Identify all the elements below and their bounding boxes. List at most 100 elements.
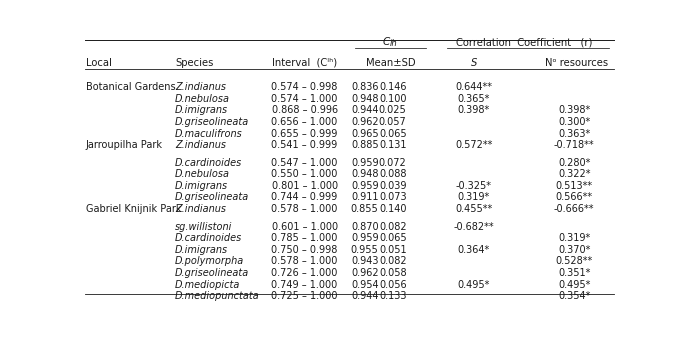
Text: Correlation  Coefficient   (r): Correlation Coefficient (r) xyxy=(456,37,592,47)
Text: D.cardinoides: D.cardinoides xyxy=(175,233,242,243)
Text: 0.749 – 1.000: 0.749 – 1.000 xyxy=(271,280,338,289)
Text: D.griseolineata: D.griseolineata xyxy=(175,192,250,202)
Text: 0.578 – 1.000: 0.578 – 1.000 xyxy=(271,204,338,214)
Text: 0.959: 0.959 xyxy=(351,158,379,168)
Text: 0.574 – 1.000: 0.574 – 1.000 xyxy=(271,94,338,104)
Text: Interval  (Cᴵʰ): Interval (Cᴵʰ) xyxy=(272,58,337,68)
Text: 0.948: 0.948 xyxy=(351,94,379,104)
Text: 0.146: 0.146 xyxy=(379,82,406,92)
Text: 0.744 – 0.999: 0.744 – 0.999 xyxy=(271,192,338,202)
Text: 0.065: 0.065 xyxy=(379,129,406,139)
Text: 0.868 – 0.996: 0.868 – 0.996 xyxy=(271,105,338,115)
Text: 0.039: 0.039 xyxy=(379,181,406,191)
Text: 0.566**: 0.566** xyxy=(556,192,593,202)
Text: 0.363*: 0.363* xyxy=(558,129,591,139)
Text: 0.056: 0.056 xyxy=(379,280,406,289)
Text: 0.965: 0.965 xyxy=(351,129,379,139)
Text: 0.058: 0.058 xyxy=(379,268,406,278)
Text: 0.025: 0.025 xyxy=(379,105,406,115)
Text: 0.885: 0.885 xyxy=(351,140,379,150)
Text: ih: ih xyxy=(389,39,398,48)
Text: D.mediopicta: D.mediopicta xyxy=(175,280,241,289)
Text: 0.725 – 1.000: 0.725 – 1.000 xyxy=(271,291,338,301)
Text: D.griseolineata: D.griseolineata xyxy=(175,117,250,127)
Text: D.imigrans: D.imigrans xyxy=(175,181,228,191)
Text: -0.325*: -0.325* xyxy=(456,181,492,191)
Text: -0.682**: -0.682** xyxy=(454,222,494,232)
Text: 0.455**: 0.455** xyxy=(455,204,492,214)
Text: 0.601 – 1.000: 0.601 – 1.000 xyxy=(271,222,338,232)
Text: 0.082: 0.082 xyxy=(379,257,406,267)
Text: 0.855: 0.855 xyxy=(351,204,379,214)
Text: 0.140: 0.140 xyxy=(379,204,406,214)
Text: 0.726 – 1.000: 0.726 – 1.000 xyxy=(271,268,338,278)
Text: 0.655 – 0.999: 0.655 – 0.999 xyxy=(271,129,338,139)
Text: 0.541 – 0.999: 0.541 – 0.999 xyxy=(271,140,338,150)
Text: 0.073: 0.073 xyxy=(379,192,406,202)
Text: Z.indianus: Z.indianus xyxy=(175,204,226,214)
Text: 0.785 – 1.000: 0.785 – 1.000 xyxy=(271,233,338,243)
Text: 0.354*: 0.354* xyxy=(558,291,591,301)
Text: Jarroupilha Park: Jarroupilha Park xyxy=(86,140,163,150)
Text: Z.indianus: Z.indianus xyxy=(175,82,226,92)
Text: D.polymorpha: D.polymorpha xyxy=(175,257,244,267)
Text: 0.948: 0.948 xyxy=(351,169,379,179)
Text: 0.836: 0.836 xyxy=(351,82,379,92)
Text: 0.398*: 0.398* xyxy=(558,105,591,115)
Text: 0.750 – 0.998: 0.750 – 0.998 xyxy=(271,245,338,255)
Text: 0.943: 0.943 xyxy=(351,257,379,267)
Text: 0.962: 0.962 xyxy=(351,268,379,278)
Text: 0.082: 0.082 xyxy=(379,222,406,232)
Text: 0.962: 0.962 xyxy=(351,117,379,127)
Text: 0.051: 0.051 xyxy=(379,245,406,255)
Text: sg.willistoni: sg.willistoni xyxy=(175,222,233,232)
Text: D.nebulosa: D.nebulosa xyxy=(175,94,230,104)
Text: 0.364*: 0.364* xyxy=(458,245,490,255)
Text: 0.322*: 0.322* xyxy=(558,169,591,179)
Text: -0.666**: -0.666** xyxy=(554,204,595,214)
Text: 0.065: 0.065 xyxy=(379,233,406,243)
Text: Gabriel Knijnik Park: Gabriel Knijnik Park xyxy=(86,204,181,214)
Text: 0.300*: 0.300* xyxy=(558,117,591,127)
Text: Species: Species xyxy=(175,58,213,68)
Text: 0.574 – 0.998: 0.574 – 0.998 xyxy=(271,82,338,92)
Text: 0.398*: 0.398* xyxy=(458,105,490,115)
Text: 0.495*: 0.495* xyxy=(558,280,591,289)
Text: 0.911: 0.911 xyxy=(351,192,379,202)
Text: 0.870: 0.870 xyxy=(351,222,379,232)
Text: 0.955: 0.955 xyxy=(351,245,379,255)
Text: 0.495*: 0.495* xyxy=(458,280,490,289)
Text: S: S xyxy=(471,58,477,68)
Text: 0.072: 0.072 xyxy=(379,158,406,168)
Text: D.imigrans: D.imigrans xyxy=(175,105,228,115)
Text: D.griseolineata: D.griseolineata xyxy=(175,268,250,278)
Text: D.maculifrons: D.maculifrons xyxy=(175,129,243,139)
Text: 0.319*: 0.319* xyxy=(458,192,490,202)
Text: C: C xyxy=(383,37,389,47)
Text: 0.547 – 1.000: 0.547 – 1.000 xyxy=(271,158,338,168)
Text: 0.572**: 0.572** xyxy=(455,140,492,150)
Text: 0.578 – 1.000: 0.578 – 1.000 xyxy=(271,257,338,267)
Text: D.mediopunctata: D.mediopunctata xyxy=(175,291,260,301)
Text: 0.088: 0.088 xyxy=(379,169,406,179)
Text: 0.644**: 0.644** xyxy=(455,82,492,92)
Text: -0.718**: -0.718** xyxy=(554,140,595,150)
Text: 0.528**: 0.528** xyxy=(556,257,593,267)
Text: Z.indianus: Z.indianus xyxy=(175,140,226,150)
Text: 0.100: 0.100 xyxy=(379,94,406,104)
Text: D.nebulosa: D.nebulosa xyxy=(175,169,230,179)
Text: 0.954: 0.954 xyxy=(351,280,379,289)
Text: 0.131: 0.131 xyxy=(379,140,406,150)
Text: 0.944: 0.944 xyxy=(351,291,379,301)
Text: 0.133: 0.133 xyxy=(379,291,406,301)
Text: D.imigrans: D.imigrans xyxy=(175,245,228,255)
Text: 0.656 – 1.000: 0.656 – 1.000 xyxy=(271,117,338,127)
Text: Botanical Gardens: Botanical Gardens xyxy=(86,82,175,92)
Text: Local: Local xyxy=(86,58,112,68)
Text: 0.370*: 0.370* xyxy=(558,245,591,255)
Text: Nᵒ resources: Nᵒ resources xyxy=(545,58,608,68)
Text: 0.513**: 0.513** xyxy=(556,181,593,191)
Text: 0.057: 0.057 xyxy=(379,117,406,127)
Text: D.cardinoides: D.cardinoides xyxy=(175,158,242,168)
Text: 0.351*: 0.351* xyxy=(558,268,591,278)
